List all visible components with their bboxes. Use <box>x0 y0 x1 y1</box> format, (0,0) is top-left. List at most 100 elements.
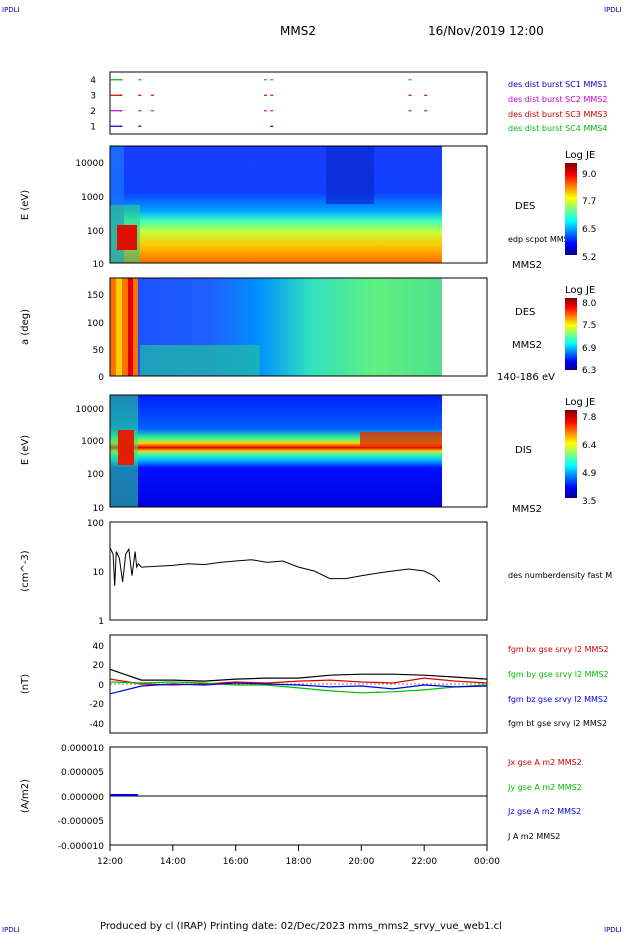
legend-j: J A m2 MMS2 <box>507 832 560 841</box>
ytick-10000: 10000 <box>75 405 104 415</box>
time-tick-label: 16:00 <box>223 857 249 867</box>
panel-frame <box>109 521 488 621</box>
colorbar-tick: 7.5 <box>582 321 596 331</box>
energy-range-label: 140-186 eV <box>497 372 555 383</box>
panel-frame <box>109 71 488 135</box>
time-tick-label: 00:00 <box>474 857 500 867</box>
date-time-title: 16/Nov/2019 12:00 <box>428 24 544 38</box>
footer-text: Produced by cl (IRAP) Printing date: 02/… <box>100 921 502 932</box>
colorbar-tick: 6.9 <box>582 344 597 354</box>
side-label-des: DES <box>515 201 535 212</box>
burst-ytick: 4 <box>90 76 96 86</box>
time-tick-label: 14:00 <box>160 857 186 867</box>
legend-fgm-bz: fgm bz gse srvy l2 MMS2 <box>508 695 608 704</box>
panel-des-pitch: a (deg) 150 100 50 0 DES MMS2 140-186 eV… <box>20 277 597 383</box>
overlay-label: edp scpot MMS2 <box>508 235 574 244</box>
spectrogram-hot-spot <box>118 430 134 465</box>
ytick-minus40: -40 <box>89 720 104 730</box>
ytick-100: 100 <box>87 470 104 480</box>
fgm-series-bt <box>109 668 488 682</box>
colorbar-tick: 5.2 <box>582 253 596 263</box>
colorbar-tick: 7.8 <box>582 413 597 423</box>
ytick-current: 0.000010 <box>61 744 104 754</box>
colorbar <box>565 410 577 498</box>
ytick-1000: 1000 <box>81 437 104 447</box>
legend-burst-sc4: des dist burst SC4 MMS4 <box>508 124 607 133</box>
fgm-series-by <box>109 681 488 694</box>
ytick-100: 100 <box>87 519 104 529</box>
panel-dis-energy: E (eV) 10000 1000 100 10 DIS MMS2 Log JE… <box>20 394 597 515</box>
ytick-20: 20 <box>93 661 105 671</box>
sat-label: MMS2 <box>512 504 542 515</box>
legend-fgm-by: fgm by gse srvy l2 MMS2 <box>508 670 609 679</box>
colorbar-tick: 6.3 <box>582 366 596 376</box>
spectrogram-hot-spot <box>117 225 137 250</box>
ylabel-current: (A/m2) <box>20 779 31 813</box>
legend-density: des numberdensity fast M <box>508 571 612 580</box>
ytick-100: 100 <box>87 227 104 237</box>
legend-burst-sc3: des dist burst SC3 MMS3 <box>508 110 607 119</box>
burst-ytick: 3 <box>90 91 96 101</box>
ytick-1: 1 <box>98 617 104 627</box>
panel-des-energy: E (eV) 10000 1000 100 10 DES edp scpot M… <box>20 145 597 271</box>
colorbar-tick: 3.5 <box>582 497 596 507</box>
panel-density: (cm^-3) 100 10 1 des numberdensity fast … <box>20 519 612 627</box>
ytick-10000: 10000 <box>75 159 104 169</box>
fgm-series-bz <box>109 682 488 695</box>
ytick-current: -0.000005 <box>58 817 104 827</box>
spectrogram-dark-region <box>326 146 374 204</box>
colorbar-tick: 8.0 <box>582 299 597 309</box>
legend-burst-sc2: des dist burst SC2 MMS2 <box>508 95 607 104</box>
time-tick-label: 20:00 <box>348 857 374 867</box>
ytick-minus20: -20 <box>89 700 104 710</box>
corner-mark-top-right: IPDLI <box>604 6 622 14</box>
colorbar-tick: 7.7 <box>582 197 596 207</box>
sat-label: MMS2 <box>512 260 542 271</box>
colorbar <box>565 163 577 255</box>
side-label-des: DES <box>515 307 535 318</box>
ytick-10: 10 <box>93 504 105 514</box>
colorbar-title: Log JE <box>565 150 595 161</box>
spectrogram-early-band <box>110 278 138 376</box>
burst-ytick: 1 <box>90 122 96 132</box>
colorbar <box>565 298 577 370</box>
colorbar-tick: 6.5 <box>582 225 596 235</box>
ylabel-des-energy: E (eV) <box>20 190 31 220</box>
spectrogram-dis-energy <box>110 395 442 507</box>
panel-frame <box>109 394 488 508</box>
ytick-10: 10 <box>93 568 105 578</box>
corner-mark-bottom-right: IPDLI <box>604 926 622 934</box>
time-tick-label: 18:00 <box>286 857 312 867</box>
density-series-line <box>109 547 441 586</box>
colorbar-title: Log JE <box>565 285 595 296</box>
spectrogram-streak <box>116 278 122 376</box>
legend-jx: Jx gse A m2 MMS2 <box>507 758 582 767</box>
colorbar-tick: 6.4 <box>582 441 597 451</box>
legend-fgm-bt: fgm bt gse srvy l2 MMS2 <box>508 719 607 728</box>
panel-frame <box>109 277 488 377</box>
corner-mark-top-left: IPDLI <box>2 6 20 14</box>
panel-current: (A/m2) 0.000010 0.000005 0.000000 -0.000… <box>20 744 582 852</box>
ytick-0: 0 <box>98 373 104 383</box>
ytick-10: 10 <box>93 260 105 270</box>
ytick-100: 100 <box>87 319 104 329</box>
corner-mark-bottom-left: IPDLI <box>2 926 20 934</box>
ytick-current: 0.000005 <box>61 768 104 778</box>
side-label-dis: DIS <box>515 445 532 456</box>
legend-fgm-bx: fgm bx gse srvy l2 MMS2 <box>508 645 609 654</box>
panel-frame <box>109 145 488 264</box>
ylabel-pitch: a (deg) <box>20 309 31 345</box>
time-tick-label: 12:00 <box>97 857 123 867</box>
sat-label: MMS2 <box>512 340 542 351</box>
time-axis: 12:00 14:00 16:00 18:00 20:00 22:00 00:00 <box>97 845 500 867</box>
fgm-series-bx <box>109 677 488 686</box>
burst-ytick: 2 <box>90 107 96 117</box>
spectrogram-streak <box>128 278 133 376</box>
spectrogram-late-band <box>360 432 442 446</box>
panel-fgm: (nT) 40 20 0 -20 -40 fgm bx gse srvy l2 … <box>20 634 609 734</box>
colorbar-title: Log JE <box>565 397 595 408</box>
ytick-current: 0.000000 <box>61 793 104 803</box>
legend-jy: Jy gse A m2 MMS2 <box>507 783 582 792</box>
ytick-1000: 1000 <box>81 193 104 203</box>
legend-burst-sc1: des dist burst SC1 MMS1 <box>508 80 607 89</box>
